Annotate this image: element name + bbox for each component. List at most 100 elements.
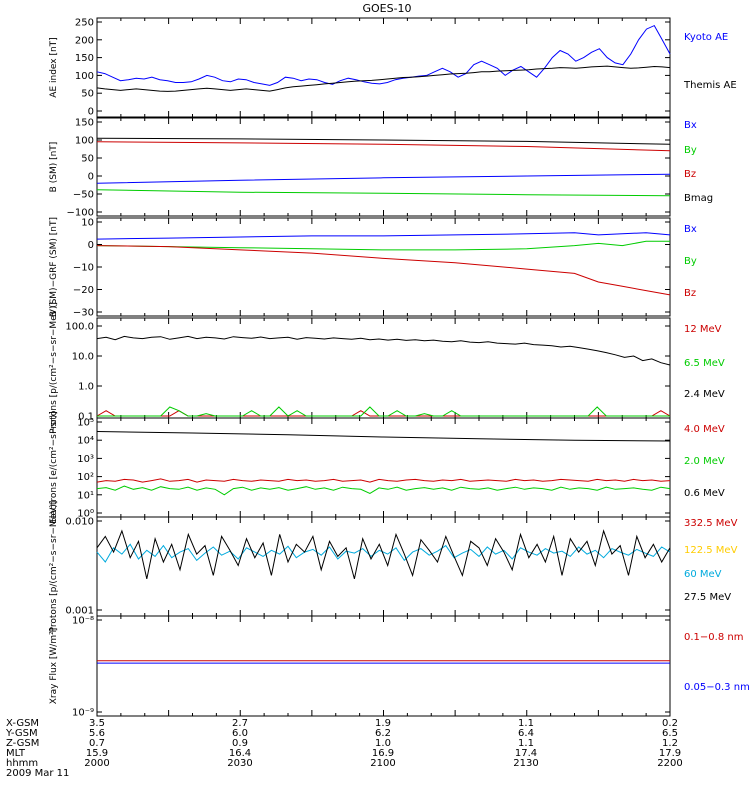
legend-label: 0.1−0.8 nm — [684, 632, 743, 643]
y-tick-label: 10.0 — [72, 352, 94, 363]
footer-value: 2.7 — [232, 718, 248, 729]
series-line-3-3 — [96, 245, 671, 296]
footer-value: 1.9 — [375, 718, 391, 729]
y-tick-label: 10¹ — [77, 490, 94, 501]
series-line-2-2 — [96, 189, 671, 197]
footer-value: 1.0 — [375, 738, 391, 749]
legend-label: 6.5 MeV — [684, 358, 725, 369]
footer-value: 6.4 — [518, 728, 534, 739]
legend-label: 0.05−0.3 nm — [684, 682, 750, 693]
y-tick-label: 10² — [77, 472, 94, 483]
legend-label: Bz — [684, 288, 696, 299]
footer-value: 17.4 — [515, 748, 537, 759]
panel-frame — [96, 516, 671, 617]
y-tick-label: 10⁵ — [77, 418, 94, 429]
footer-value: 5.6 — [89, 728, 105, 739]
series-line-4-2 — [97, 406, 670, 417]
y-axis-label: Electrons [e/(cm²−s−sr)] — [49, 411, 59, 524]
series-line-2-3 — [96, 141, 671, 152]
footer-row-label: MLT — [6, 748, 26, 759]
y-tick-label: 150 — [75, 118, 94, 129]
footer-value: 0.9 — [232, 738, 248, 749]
y-tick-label: 10 — [81, 218, 94, 229]
y-tick-label: 10⁻⁸ — [72, 616, 94, 627]
y-tick-label: 0.001 — [65, 606, 94, 617]
legend-label: Bx — [684, 120, 697, 131]
series-line-4-3 — [96, 335, 671, 366]
legend-label: 12 MeV — [684, 324, 722, 335]
footer-value: 2000 — [84, 758, 109, 769]
y-tick-label: 10⁻⁹ — [72, 708, 94, 719]
panel-4: 0.1 1.0 10.0 100.0 Protons [p/(cm²−s−sr−MeV)… — [49, 302, 725, 434]
series-line-6-4 — [96, 529, 671, 580]
legend-label: Kyoto AE — [684, 32, 728, 43]
footer-value: 1.1 — [518, 718, 534, 729]
legend-label: 2.0 MeV — [684, 456, 725, 467]
footer-value: 15.9 — [86, 748, 108, 759]
y-axis-label: AE index [nT] — [49, 37, 59, 97]
y-tick-label: −20 — [73, 285, 94, 296]
footer-value: 6.2 — [375, 728, 391, 739]
panel-6: 0.001 0.010 Protons [p/(cm²−s−sr−MeV)] 332.… — [49, 501, 738, 633]
y-axis-label: Protons [p/(cm²−s−sr−MeV)] — [49, 501, 59, 633]
footer-value: 2030 — [227, 758, 252, 769]
footer-date: 2009 Mar 11 — [6, 768, 69, 779]
y-tick-label: 0.1 — [78, 412, 94, 423]
y-axis-label: B (SM) [nT] — [49, 142, 59, 193]
y-axis-label: Xray Flux [W/m²] — [49, 628, 59, 704]
series-line-3-1 — [96, 232, 671, 240]
footer-value: 1.2 — [662, 738, 678, 749]
y-tick-label: 50 — [81, 154, 94, 165]
series-line-1-1 — [96, 24, 671, 86]
series-line-2-1 — [96, 173, 671, 184]
legend-label: 60 MeV — [684, 569, 722, 580]
footer-value: 3.5 — [89, 718, 105, 729]
y-tick-label: 0 — [88, 240, 94, 251]
legend-label: Bz — [684, 169, 696, 180]
figure-title: GOES-10 — [362, 2, 411, 15]
y-tick-label: 150 — [75, 53, 94, 64]
footer-value: 0.2 — [662, 718, 678, 729]
y-tick-label: 0 — [88, 172, 94, 183]
panel-frame — [96, 317, 671, 419]
series-line-2-4 — [96, 137, 671, 145]
footer-value: 2200 — [657, 758, 682, 769]
y-tick-label: 0.010 — [65, 517, 94, 528]
legend-label: By — [684, 256, 697, 267]
footer-value: 1.1 — [518, 738, 534, 749]
footer-value: 6.5 — [662, 728, 678, 739]
legend-label: 332.5 MeV — [684, 518, 738, 529]
legend-label: 0.6 MeV — [684, 488, 725, 499]
footer-row-label: Y-GSM — [5, 728, 38, 739]
y-tick-label: 10³ — [77, 454, 94, 465]
series-line-5-2 — [96, 485, 671, 496]
y-tick-label: 100.0 — [65, 322, 94, 333]
y-tick-label: 10⁰ — [77, 509, 94, 520]
series-line-1-2 — [96, 65, 671, 92]
panel-1: 0 50 100 150 200 250 AE index [nT] Kyoto AE Them… — [49, 17, 737, 118]
footer-row-label: hhmm — [6, 758, 38, 769]
footer-value: 17.9 — [659, 748, 681, 759]
footer-value: 2130 — [513, 758, 538, 769]
panel-frame — [96, 217, 671, 317]
footer-row-label: Z-GSM — [6, 738, 39, 749]
y-tick-label: −30 — [73, 308, 94, 319]
panel-3: −30 −20 −10 0 10 B (SM)−GRF (SM) [nT] Bx By Bz — [49, 217, 697, 318]
footer-value: 16.9 — [372, 748, 394, 759]
y-tick-label: −100 — [67, 208, 94, 219]
y-tick-label: −10 — [73, 263, 94, 274]
series-line-3-2 — [96, 240, 670, 251]
y-tick-label: 0 — [88, 107, 94, 118]
panel-frame — [96, 117, 671, 217]
legend-label: By — [684, 145, 697, 156]
legend-label: 4.0 MeV — [684, 424, 725, 435]
panel-5: 10⁰ 10¹ 10² 10³ 10⁴ 10⁵ Electrons [e/(cm²−s−sr… — [49, 411, 725, 524]
footer-value: 0.7 — [89, 738, 105, 749]
y-tick-label: 100 — [75, 136, 94, 147]
y-tick-label: 100 — [75, 71, 94, 82]
y-tick-label: 50 — [81, 89, 94, 100]
series-line-5-3 — [96, 431, 671, 442]
